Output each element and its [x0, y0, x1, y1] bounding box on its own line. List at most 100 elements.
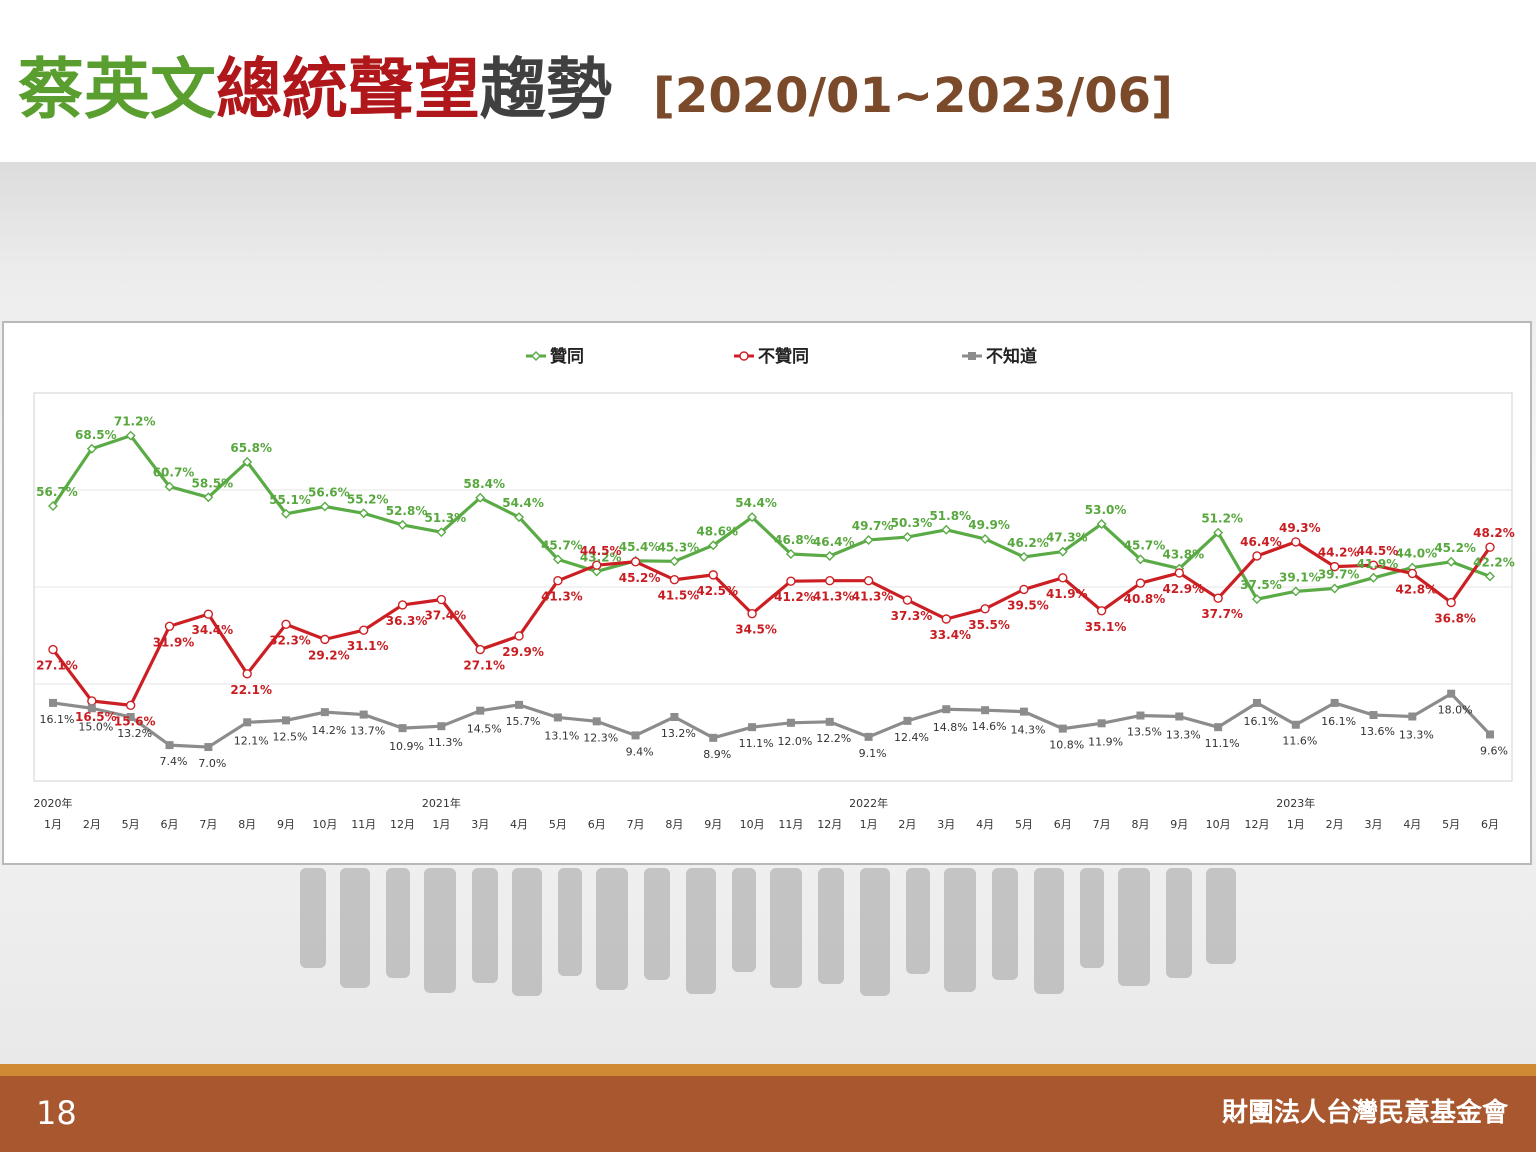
data-point-disapprove — [1329, 561, 1340, 572]
data-label-disapprove: 29.9% — [502, 645, 544, 659]
data-label-disapprove: 15.6% — [114, 714, 156, 728]
data-label-unknown: 18.0% — [1438, 704, 1473, 717]
data-point-unknown — [631, 731, 640, 740]
x-tick-label: 1月 — [1287, 818, 1305, 831]
data-point-disapprove — [1058, 573, 1068, 583]
data-point-unknown — [243, 718, 252, 727]
slide-title: 蔡英文總統聲望趨勢 [2020/01~2023/06] — [18, 50, 1173, 130]
x-tick-label: 6月 — [588, 818, 606, 831]
data-point-disapprove — [1252, 551, 1262, 561]
data-label-approve: 65.8% — [230, 441, 272, 455]
data-label-unknown: 13.7% — [350, 725, 385, 738]
data-label-approve: 60.7% — [153, 466, 195, 480]
data-point-unknown — [49, 698, 57, 707]
data-point-unknown — [670, 712, 679, 721]
year-label: 2021年 — [422, 796, 461, 810]
data-point-unknown — [1486, 730, 1494, 739]
data-point-unknown — [1058, 724, 1067, 733]
data-label-unknown: 12.3% — [583, 731, 618, 744]
data-label-unknown: 10.8% — [1049, 739, 1084, 752]
data-label-unknown: 10.9% — [389, 740, 424, 753]
organization-name: 財團法人台灣民意基金會 — [1221, 1098, 1508, 1128]
x-tick-label: 8月 — [1131, 818, 1149, 831]
data-label-disapprove: 32.3% — [269, 633, 311, 647]
data-point-unknown — [1019, 707, 1028, 716]
data-point-approve — [747, 512, 758, 523]
data-label-disapprove: 34.4% — [192, 623, 234, 637]
data-point-approve — [242, 456, 253, 467]
data-label-disapprove: 31.1% — [347, 639, 389, 653]
data-label-approve: 56.7% — [36, 485, 78, 499]
x-tick-label: 8月 — [238, 818, 256, 831]
data-label-disapprove: 41.3% — [541, 590, 583, 604]
data-point-unknown — [1447, 689, 1456, 698]
data-point-approve — [48, 501, 58, 511]
footer-stripe — [0, 1064, 1536, 1076]
data-label-approve: 45.7% — [1124, 538, 1166, 552]
data-point-approve — [1485, 571, 1495, 582]
data-label-unknown: 12.2% — [816, 732, 851, 745]
data-point-approve — [863, 534, 874, 545]
x-tick-label: 9月 — [1170, 818, 1188, 831]
data-label-approve: 52.8% — [386, 504, 428, 518]
data-label-approve: 46.4% — [813, 535, 855, 549]
data-label-approve: 68.5% — [75, 428, 117, 442]
x-tick-label: 12月 — [817, 818, 842, 831]
x-tick-label: 5月 — [549, 818, 567, 831]
data-label-disapprove: 22.1% — [230, 683, 272, 697]
data-point-unknown — [1097, 719, 1106, 728]
data-label-approve: 58.4% — [463, 477, 505, 491]
data-point-disapprove — [941, 614, 951, 624]
data-label-approve: 48.6% — [696, 524, 738, 538]
data-point-unknown — [204, 743, 213, 752]
data-point-approve — [1251, 594, 1262, 605]
data-point-disapprove — [514, 631, 524, 641]
data-label-disapprove: 27.1% — [36, 659, 78, 673]
data-label-approve: 45.7% — [541, 538, 583, 552]
data-label-unknown: 14.3% — [1010, 724, 1045, 737]
x-tick-label: 1月 — [860, 818, 878, 831]
data-point-unknown — [942, 705, 951, 714]
data-point-disapprove — [397, 600, 408, 610]
legend-marker — [739, 351, 749, 361]
data-label-disapprove: 42.8% — [1396, 582, 1438, 596]
data-point-disapprove — [708, 570, 718, 580]
data-point-approve — [1290, 586, 1301, 597]
x-tick-label: 4月 — [976, 818, 994, 831]
year-label: 2020年 — [34, 796, 73, 810]
data-label-approve: 55.2% — [347, 492, 389, 506]
data-label-approve: 42.2% — [1473, 555, 1515, 569]
data-label-disapprove: 42.9% — [1162, 582, 1204, 596]
data-label-approve: 55.1% — [269, 493, 311, 507]
data-label-disapprove: 45.2% — [619, 571, 661, 585]
people-silhouette-icon — [300, 868, 1236, 996]
data-point-approve — [514, 512, 525, 523]
x-tick-label: 11月 — [778, 818, 803, 831]
line-chart: 1月 2月 5月 6月 7月 8月 9月 10月 11月 12月 1月 3月 4月 5月 6月 7月 8月 9月 1… — [33, 346, 1515, 831]
data-point-approve — [1135, 554, 1146, 565]
data-point-disapprove — [1368, 560, 1379, 570]
data-point-unknown — [1330, 698, 1339, 707]
data-label-approve: 45.4% — [619, 540, 661, 554]
data-label-disapprove: 27.1% — [463, 659, 505, 673]
data-label-unknown: 9.1% — [859, 747, 887, 760]
x-tick-label: 4月 — [1403, 818, 1421, 831]
x-tick-label: 8月 — [665, 818, 683, 831]
data-point-unknown — [359, 710, 368, 719]
x-tick-label: 7月 — [627, 818, 645, 831]
data-label-disapprove: 39.5% — [1007, 598, 1049, 612]
year-label: 2022年 — [849, 796, 888, 810]
data-point-approve — [1018, 551, 1029, 562]
data-point-approve — [1329, 583, 1340, 594]
data-point-approve — [1057, 546, 1068, 557]
data-label-disapprove: 40.8% — [1124, 592, 1166, 606]
data-point-disapprove — [863, 575, 874, 586]
data-label-disapprove: 33.4% — [929, 628, 971, 642]
legend-marker — [531, 351, 541, 361]
data-label-approve: 54.4% — [735, 496, 777, 510]
data-label-disapprove: 35.5% — [968, 618, 1010, 632]
data-point-unknown — [437, 722, 446, 731]
legend-label: 不贊同 — [758, 346, 809, 367]
data-point-unknown — [320, 708, 329, 717]
data-label-approve: 43.2% — [580, 550, 622, 564]
